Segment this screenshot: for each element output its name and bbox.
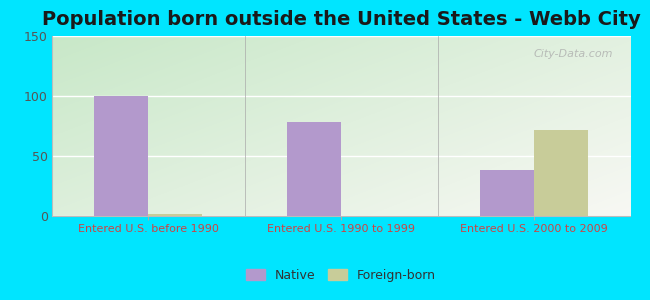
Title: Population born outside the United States - Webb City: Population born outside the United State… (42, 10, 641, 29)
Legend: Native, Foreign-born: Native, Foreign-born (242, 265, 440, 285)
Bar (94, 96, 148, 216)
Bar (534, 130, 588, 216)
Bar (287, 122, 341, 216)
Text: City-Data.com: City-Data.com (534, 49, 613, 58)
Bar (480, 170, 534, 216)
Bar (148, 214, 202, 216)
